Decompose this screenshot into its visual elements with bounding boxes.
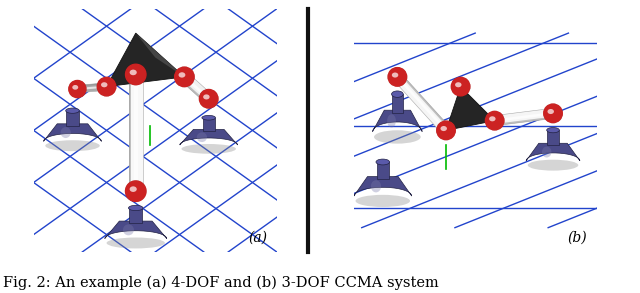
Circle shape bbox=[485, 111, 504, 130]
Bar bbox=[392, 94, 403, 113]
Ellipse shape bbox=[374, 130, 420, 144]
Polygon shape bbox=[446, 87, 495, 130]
Ellipse shape bbox=[371, 180, 381, 193]
Polygon shape bbox=[400, 74, 450, 128]
Circle shape bbox=[544, 104, 563, 122]
Polygon shape bbox=[77, 83, 107, 93]
Ellipse shape bbox=[440, 126, 447, 131]
Text: (b): (b) bbox=[568, 231, 587, 245]
Circle shape bbox=[451, 77, 470, 96]
Polygon shape bbox=[77, 83, 106, 87]
Circle shape bbox=[97, 77, 116, 96]
Ellipse shape bbox=[489, 116, 495, 121]
Ellipse shape bbox=[123, 224, 134, 235]
Polygon shape bbox=[44, 124, 102, 141]
Ellipse shape bbox=[202, 115, 216, 120]
Circle shape bbox=[544, 104, 563, 122]
Ellipse shape bbox=[61, 127, 71, 138]
Ellipse shape bbox=[107, 238, 165, 248]
Circle shape bbox=[388, 68, 406, 86]
Circle shape bbox=[200, 90, 218, 108]
Polygon shape bbox=[77, 86, 107, 90]
Circle shape bbox=[125, 181, 146, 201]
Polygon shape bbox=[136, 33, 184, 77]
Circle shape bbox=[69, 81, 86, 98]
Circle shape bbox=[175, 67, 194, 87]
Ellipse shape bbox=[376, 159, 390, 165]
Ellipse shape bbox=[72, 85, 78, 90]
Polygon shape bbox=[354, 177, 412, 196]
Ellipse shape bbox=[196, 132, 207, 142]
Circle shape bbox=[69, 81, 86, 98]
Polygon shape bbox=[134, 74, 138, 191]
Ellipse shape bbox=[392, 91, 403, 97]
Circle shape bbox=[485, 111, 504, 130]
Ellipse shape bbox=[66, 108, 79, 113]
Circle shape bbox=[436, 121, 455, 140]
Ellipse shape bbox=[203, 94, 210, 99]
Ellipse shape bbox=[528, 160, 579, 171]
Text: (a): (a) bbox=[248, 231, 267, 245]
Ellipse shape bbox=[387, 114, 396, 127]
Polygon shape bbox=[494, 108, 554, 126]
Ellipse shape bbox=[542, 146, 552, 158]
Ellipse shape bbox=[129, 205, 143, 211]
Polygon shape bbox=[396, 76, 447, 131]
Circle shape bbox=[125, 64, 146, 85]
Polygon shape bbox=[180, 130, 237, 145]
Ellipse shape bbox=[356, 195, 410, 207]
Bar bbox=[377, 162, 389, 179]
Polygon shape bbox=[461, 87, 495, 121]
Polygon shape bbox=[184, 76, 210, 100]
Ellipse shape bbox=[45, 140, 100, 151]
Polygon shape bbox=[181, 73, 212, 103]
Text: Fig. 2: An example (a) 4-DOF and (b) 3-DOF CCMA system: Fig. 2: An example (a) 4-DOF and (b) 3-D… bbox=[3, 276, 439, 290]
Polygon shape bbox=[129, 74, 131, 191]
Ellipse shape bbox=[130, 70, 137, 75]
Bar bbox=[67, 111, 79, 126]
Ellipse shape bbox=[182, 144, 236, 154]
Polygon shape bbox=[495, 117, 554, 126]
Circle shape bbox=[388, 68, 406, 86]
Circle shape bbox=[125, 64, 146, 85]
Polygon shape bbox=[372, 110, 422, 132]
Circle shape bbox=[451, 77, 470, 96]
Ellipse shape bbox=[547, 127, 559, 133]
Ellipse shape bbox=[179, 72, 186, 78]
Bar bbox=[129, 208, 142, 223]
Ellipse shape bbox=[547, 109, 554, 114]
Circle shape bbox=[175, 67, 194, 87]
Polygon shape bbox=[526, 143, 580, 161]
Polygon shape bbox=[495, 112, 553, 122]
Circle shape bbox=[436, 121, 455, 140]
Polygon shape bbox=[181, 79, 207, 103]
Bar bbox=[547, 130, 559, 145]
Circle shape bbox=[125, 181, 146, 201]
Circle shape bbox=[97, 77, 116, 96]
Circle shape bbox=[200, 90, 218, 108]
Polygon shape bbox=[107, 33, 184, 87]
Polygon shape bbox=[105, 221, 167, 239]
Ellipse shape bbox=[455, 82, 461, 87]
Polygon shape bbox=[394, 74, 450, 134]
Ellipse shape bbox=[392, 72, 398, 78]
Polygon shape bbox=[129, 74, 143, 191]
Ellipse shape bbox=[130, 186, 137, 192]
Ellipse shape bbox=[101, 82, 108, 87]
Bar bbox=[203, 118, 215, 131]
